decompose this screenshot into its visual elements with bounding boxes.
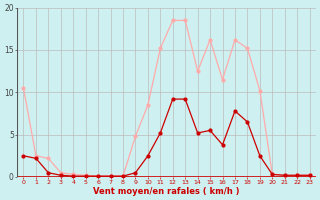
- X-axis label: Vent moyen/en rafales ( km/h ): Vent moyen/en rafales ( km/h ): [93, 187, 240, 196]
